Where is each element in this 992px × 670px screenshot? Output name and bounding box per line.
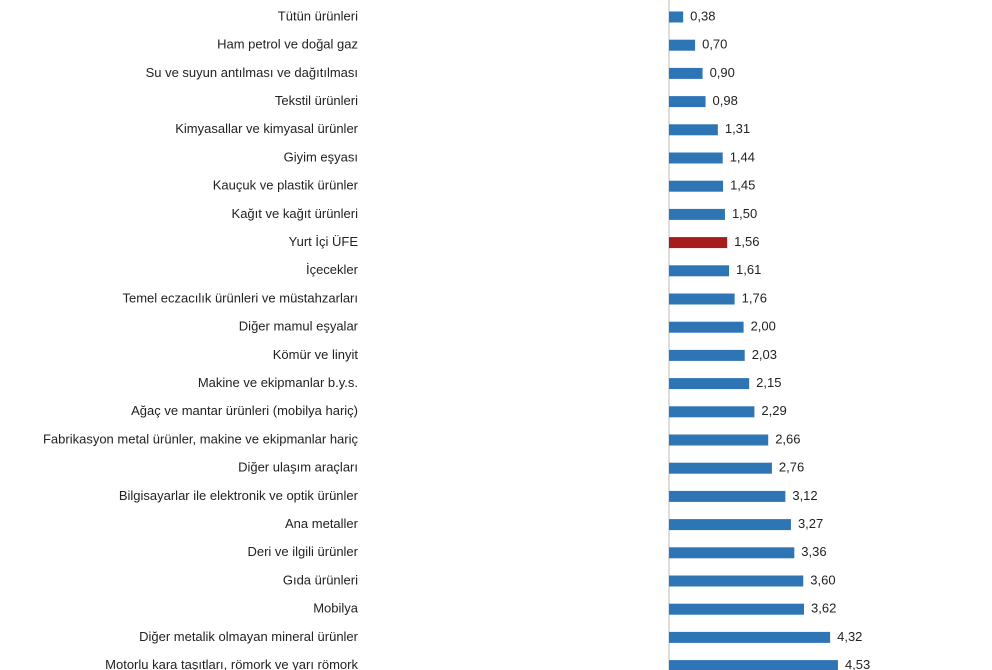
category-label: Gıda ürünleri: [283, 572, 358, 587]
value-label: 3,36: [801, 544, 826, 559]
value-label: 2,66: [775, 431, 800, 446]
category-label: Makine ve ekipmanlar b.y.s.: [198, 375, 358, 390]
bar: [669, 208, 725, 220]
category-label: Deri ve ilgili ürünler: [247, 544, 358, 559]
value-label: 0,38: [690, 8, 715, 23]
value-label: 0,90: [710, 65, 735, 80]
bar: [669, 378, 750, 390]
category-label: Yurt İçi ÜFE: [289, 234, 359, 249]
bar: [669, 349, 745, 361]
value-label: 2,76: [779, 460, 804, 475]
category-label: Tütün ürünleri: [278, 8, 358, 23]
category-label: Fabrikasyon metal ürünler, makine ve eki…: [43, 431, 359, 446]
category-label: Mobilya: [313, 601, 359, 616]
value-label: 3,12: [792, 488, 817, 503]
category-label: Ana metaller: [285, 516, 359, 531]
value-label: 2,29: [761, 403, 786, 418]
bar: [669, 180, 724, 192]
value-label: 3,62: [811, 601, 836, 616]
category-label: Kimyasallar ve kimyasal ürünler: [175, 121, 358, 136]
category-label: Kömür ve linyit: [273, 347, 359, 362]
value-label: 3,60: [810, 572, 835, 587]
value-label: 1,76: [742, 290, 767, 305]
value-label: 1,31: [725, 121, 750, 136]
bar: [669, 11, 684, 23]
category-label: Kağıt ve kağıt ürünleri: [232, 206, 359, 221]
bar: [669, 490, 786, 502]
value-label: 2,15: [756, 375, 781, 390]
bar: [669, 406, 755, 418]
bar: [669, 293, 735, 305]
category-label: İçecekler: [306, 262, 359, 277]
value-label: 1,44: [730, 149, 755, 164]
category-label: Giyim eşyası: [284, 149, 358, 164]
category-label: Kauçuk ve plastik ürünler: [213, 178, 359, 193]
bar: [669, 660, 838, 670]
bar: [669, 603, 805, 615]
value-label: 2,00: [751, 319, 776, 334]
value-label: 1,56: [734, 234, 759, 249]
bar: [669, 237, 728, 249]
bar: [669, 631, 831, 643]
bar: [669, 321, 744, 333]
bar: [669, 265, 730, 277]
category-label: Diğer ulaşım araçları: [238, 460, 358, 475]
bar: [669, 462, 772, 474]
category-label: Ağaç ve mantar ürünleri (mobilya hariç): [131, 403, 358, 418]
bar: [669, 67, 703, 79]
category-label: Diğer mamul eşyalar: [239, 319, 359, 334]
category-label: Ham petrol ve doğal gaz: [217, 37, 358, 52]
bar: [669, 519, 791, 531]
bar: [669, 39, 696, 51]
bar: [669, 434, 769, 446]
value-label: 1,61: [736, 262, 761, 277]
value-label: 0,98: [713, 93, 738, 108]
bar: [669, 96, 706, 108]
value-label: 1,50: [732, 206, 757, 221]
category-label: Motorlu kara taşıtları, römork ve yarı r…: [105, 657, 358, 670]
value-label: 0,70: [702, 37, 727, 52]
category-label: Su ve suyun antılması ve dağıtılması: [146, 65, 358, 80]
category-label: Temel eczacılık ürünleri ve müstahzarlar…: [122, 290, 358, 305]
value-label: 2,03: [752, 347, 777, 362]
bar: [669, 152, 723, 164]
bar: [669, 547, 795, 559]
bar: [669, 575, 804, 587]
bar: [669, 124, 718, 136]
category-label: Tekstil ürünleri: [275, 93, 358, 108]
category-label: Diğer metalik olmayan mineral ürünler: [139, 629, 359, 644]
value-label: 1,45: [730, 178, 755, 193]
value-label: 4,32: [837, 629, 862, 644]
category-label: Bilgisayarlar ile elektronik ve optik ür…: [119, 488, 359, 503]
value-label: 4,53: [845, 657, 870, 670]
value-label: 3,27: [798, 516, 823, 531]
